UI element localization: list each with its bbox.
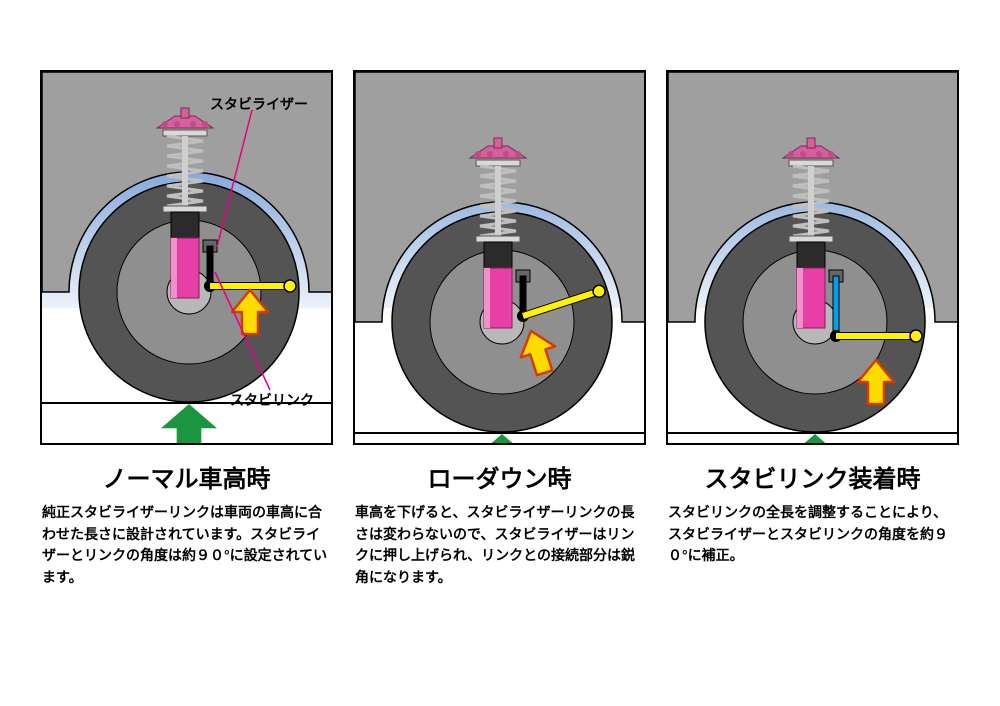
- diagram-adjusted: [666, 70, 959, 445]
- panel-description: 車高を下げると、スタビライザーリンクの長さは変わらないので、スタビライザーはリン…: [353, 502, 646, 589]
- panel-adjusted: スタビリンク装着時スタビリンクの全長を調整することにより、スタビライザーとスタビ…: [666, 70, 959, 589]
- panel-title: ローダウン時: [353, 459, 646, 494]
- callout-label: スタビリンク: [230, 390, 314, 410]
- panel-title: ノーマル車高時: [40, 459, 333, 494]
- callout-label: スタビライザー: [210, 94, 308, 114]
- panel-description: 純正スタビライザーリンクは車両の車高に合わせた長さに設計されています。スタビライ…: [40, 502, 333, 589]
- panel-title: スタビリンク装着時: [666, 459, 959, 494]
- panel-normal: スタビライザースタビリンクノーマル車高時純正スタビライザーリンクは車両の車高に合…: [40, 70, 333, 589]
- panel-lowdown: ローダウン時車高を下げると、スタビライザーリンクの長さは変わらないので、スタビラ…: [353, 70, 646, 589]
- diagram-lowdown: [353, 70, 646, 445]
- diagram-normal: スタビライザースタビリンク: [40, 70, 333, 445]
- panel-description: スタビリンクの全長を調整することにより、スタビライザーとスタビリンクの角度を約９…: [666, 502, 959, 567]
